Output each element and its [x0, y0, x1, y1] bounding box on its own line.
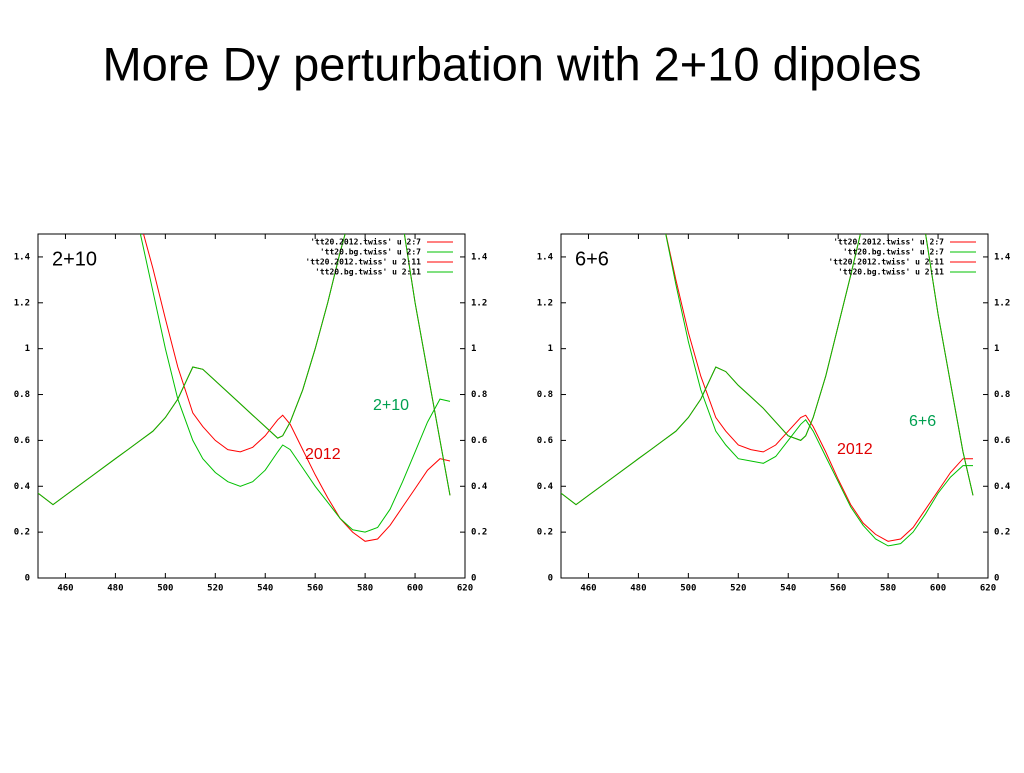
x-tick-label: 480	[630, 584, 646, 594]
y-tick-label: 0.6	[537, 436, 553, 446]
x-tick-label: 500	[157, 584, 173, 594]
plot-frame	[560, 233, 989, 579]
data-line	[561, 234, 974, 506]
panel-label: 6+6	[575, 248, 609, 270]
y-tick-label: 0.8	[537, 390, 553, 400]
data-line	[38, 234, 451, 506]
x-tick-label: 540	[257, 584, 273, 594]
y-tick-label: 0.2	[537, 528, 553, 538]
y2-tick-label: 0.4	[994, 482, 1011, 492]
y-tick-label: 1	[25, 344, 30, 354]
y2-tick-label: 0.8	[994, 390, 1010, 400]
legend-label: 'tt20.bg.twiss' u 2:7	[320, 247, 421, 257]
x-tick-label: 580	[357, 584, 373, 594]
data-line	[665, 234, 973, 542]
y2-tick-label: 1.2	[471, 298, 487, 308]
y2-tick-label: 0	[471, 574, 476, 584]
x-tick-label: 500	[680, 584, 696, 594]
y-tick-label: 1.2	[14, 298, 30, 308]
legend-label: 'tt20.2012.twiss' u 2:7	[833, 237, 944, 247]
data-line	[561, 234, 974, 506]
y2-tick-label: 0.6	[471, 436, 487, 446]
x-tick-label: 620	[457, 584, 473, 594]
legend-label: 'tt20.bg.twiss' u 2:7	[843, 247, 944, 257]
chart: 0 0 0.2 0.2 0.4 0.4 0.6 0.6 0.8 0.8 1 1 1.2 1.2 1.4 1.4…	[14, 233, 488, 594]
y-tick-label: 0.2	[14, 528, 30, 538]
y-tick-label: 1	[548, 344, 553, 354]
panel-label: 2+10	[52, 248, 97, 270]
plot-frame	[37, 233, 466, 579]
y2-tick-label: 0	[994, 574, 999, 584]
y-tick-label: 1.2	[537, 298, 553, 308]
x-tick-label: 600	[930, 584, 946, 594]
annotation: 2012	[305, 446, 341, 463]
annotation: 6+6	[909, 413, 936, 430]
y-tick-label: 0.8	[14, 390, 30, 400]
x-tick-label: 460	[57, 584, 73, 594]
y2-tick-label: 0.2	[994, 528, 1010, 538]
y2-tick-label: 1.4	[471, 252, 488, 262]
y-tick-label: 0.4	[14, 482, 31, 492]
x-tick-label: 480	[107, 584, 123, 594]
y-tick-label: 0.4	[537, 482, 554, 492]
y2-tick-label: 0.2	[471, 528, 487, 538]
x-tick-label: 620	[980, 584, 996, 594]
y-tick-label: 1.4	[537, 252, 554, 262]
y-tick-label: 0	[25, 574, 30, 584]
legend-label: 'tt20.2012.twiss' u 2:11	[305, 257, 421, 267]
x-tick-label: 460	[580, 584, 596, 594]
x-tick-label: 520	[730, 584, 746, 594]
y2-tick-label: 0.4	[471, 482, 488, 492]
y2-tick-label: 1	[994, 344, 999, 354]
x-tick-label: 560	[307, 584, 323, 594]
y2-tick-label: 1.2	[994, 298, 1010, 308]
x-tick-label: 600	[407, 584, 423, 594]
slide-title: More Dy perturbation with 2+10 dipoles	[102, 37, 921, 90]
legend-label: 'tt20.bg.twiss' u 2:11	[315, 267, 421, 277]
legend-label: 'tt20.2012.twiss' u 2:11	[828, 257, 944, 267]
x-tick-label: 520	[207, 584, 223, 594]
y-tick-label: 0	[548, 574, 553, 584]
data-line	[139, 234, 451, 533]
y2-tick-label: 0.8	[471, 390, 487, 400]
annotation: 2012	[837, 441, 873, 458]
y-tick-label: 1.4	[14, 252, 31, 262]
y2-tick-label: 1.4	[994, 252, 1011, 262]
legend-label: 'tt20.2012.twiss' u 2:7	[310, 237, 421, 247]
annotation: 2+10	[373, 397, 409, 414]
y2-tick-label: 1	[471, 344, 476, 354]
x-tick-label: 580	[880, 584, 896, 594]
chart: 0 0 0.2 0.2 0.4 0.4 0.6 0.6 0.8 0.8 1 1 1.2 1.2 1.4 1.4…	[537, 233, 1011, 594]
x-tick-label: 560	[830, 584, 846, 594]
legend-label: 'tt20.bg.twiss' u 2:11	[838, 267, 944, 277]
data-line	[665, 234, 973, 547]
x-tick-label: 540	[780, 584, 796, 594]
data-line	[143, 234, 451, 542]
y-tick-label: 0.6	[14, 436, 30, 446]
y2-tick-label: 0.6	[994, 436, 1010, 446]
